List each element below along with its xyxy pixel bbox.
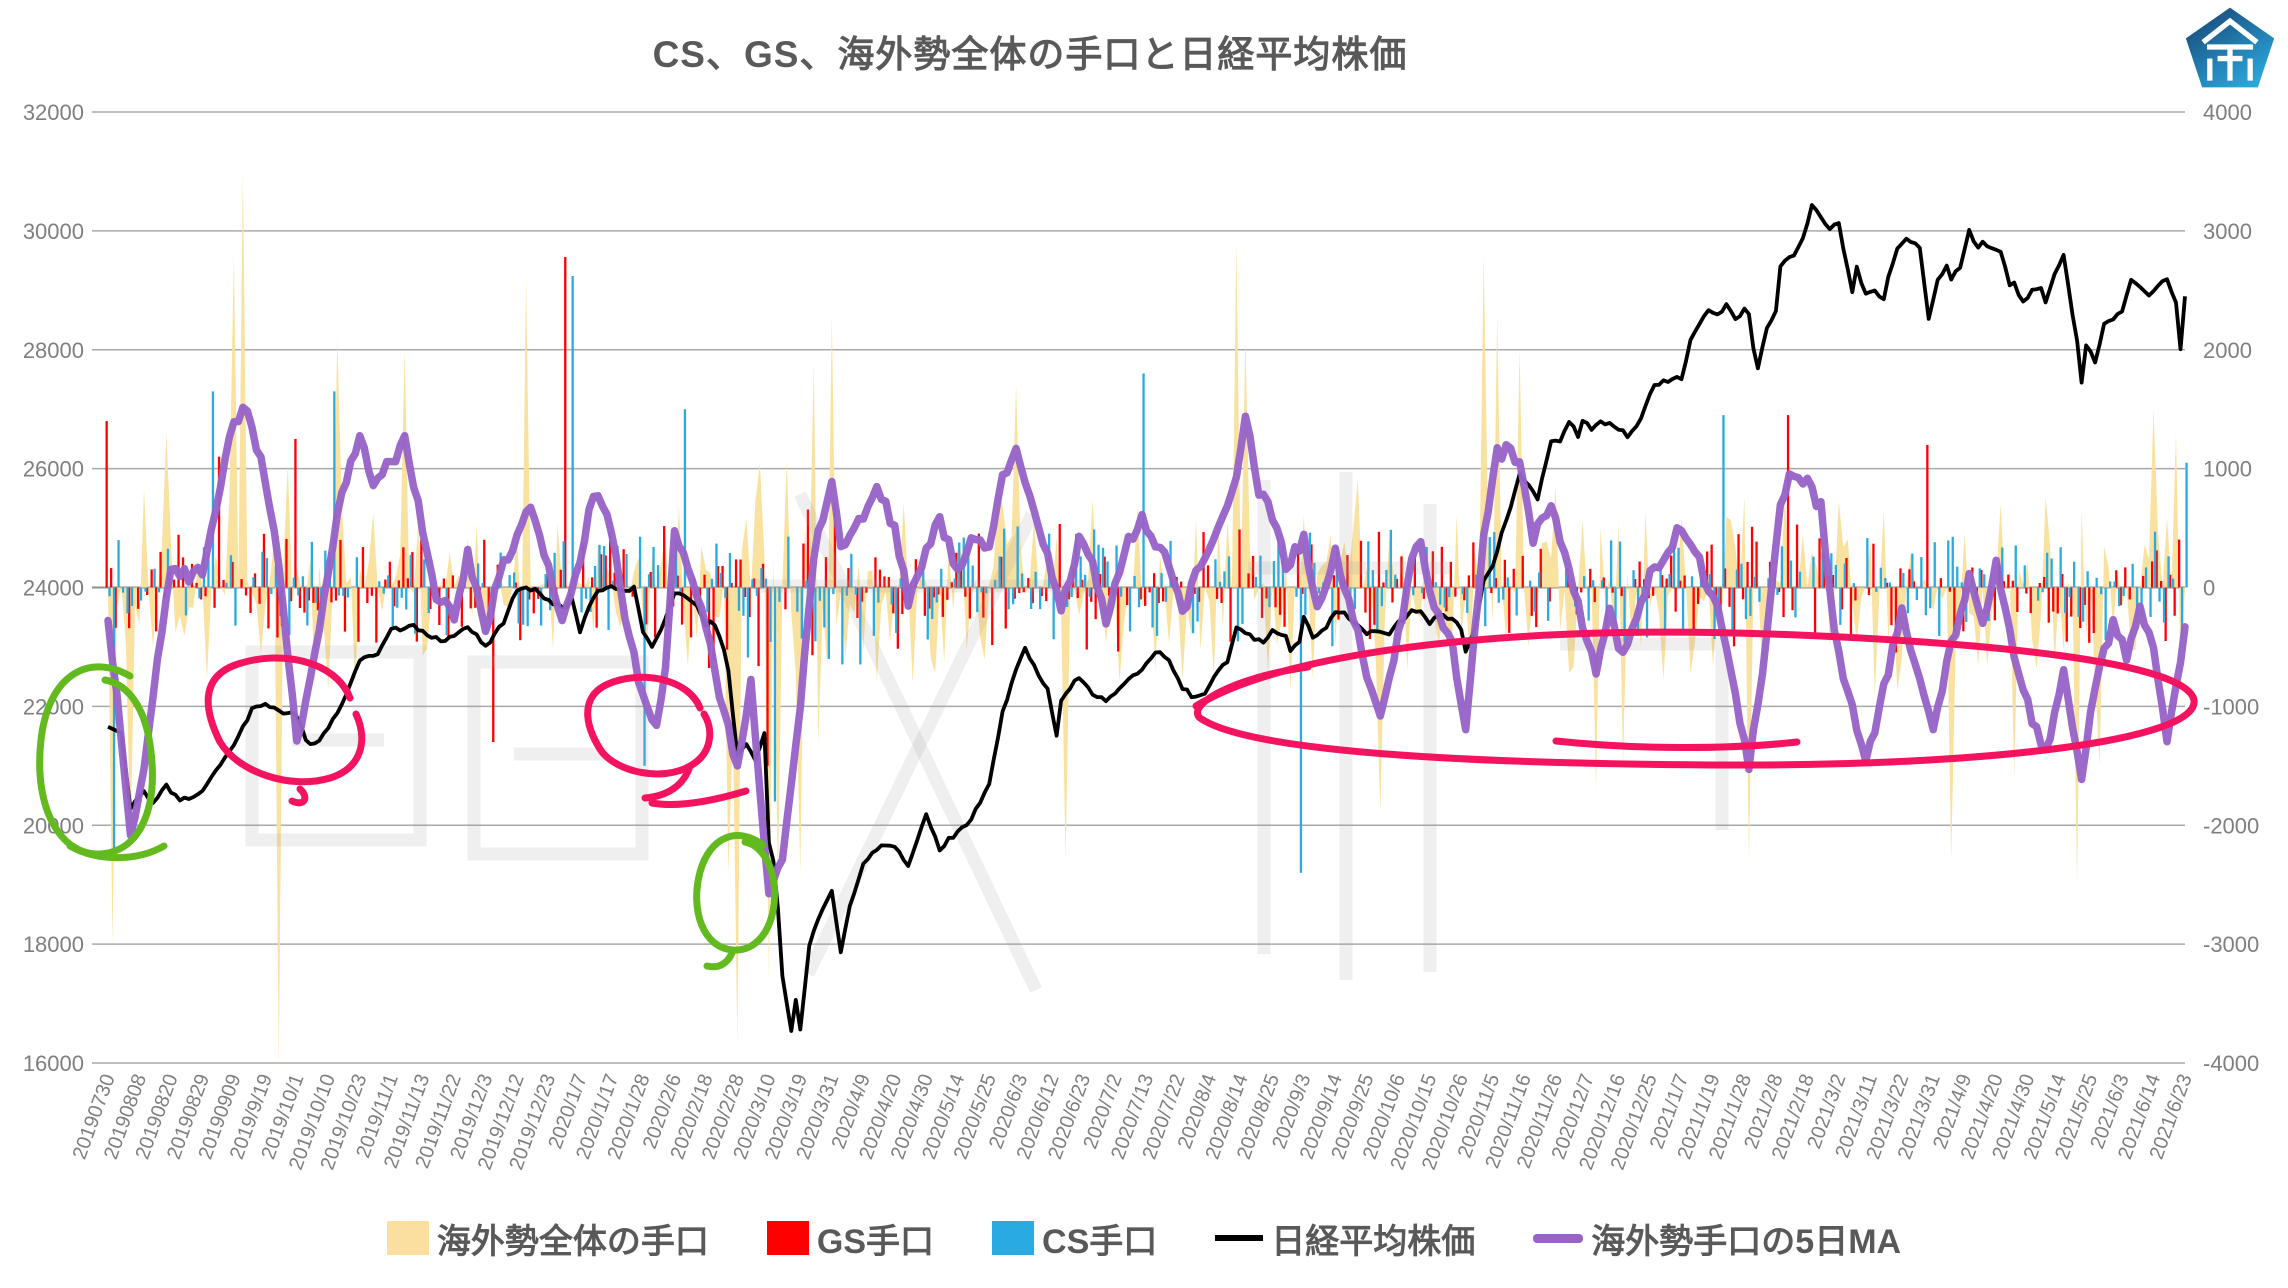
y-tick-right: -2000 [2203, 813, 2259, 838]
legend-label: GS手口 [816, 1222, 935, 1261]
pink-ellipse-2020H2-2021 [1192, 628, 2198, 769]
y-tick-right: -4000 [2203, 1051, 2259, 1076]
y-tick-left: 24000 [23, 576, 84, 601]
legend-item-1: GS手口 [766, 1214, 935, 1263]
legend-item-3: 日経平均株価 [1215, 1214, 1475, 1263]
legend-swatch-line-thick [1533, 1233, 1584, 1243]
y-axis-right: 4000 3000 2000 1000 0 -1000 -2000 -3000 -4000 [2203, 100, 2259, 1076]
pink-underline [1552, 737, 1801, 751]
legend-item-0: 海外勢全体の手口 [386, 1214, 709, 1263]
legend-swatch-line [1215, 1235, 1264, 1241]
y-tick-right: 3000 [2203, 219, 2252, 244]
series-area-foreign-total [108, 171, 2185, 1069]
y-tick-right: 2000 [2203, 338, 2252, 363]
y-tick-left: 28000 [23, 338, 84, 363]
y-tick-left: 30000 [23, 219, 84, 244]
y-axis-left: 3200030000280002600024000220002000018000… [23, 100, 84, 1076]
y-tick-left: 26000 [23, 457, 84, 482]
y-tick-right: -1000 [2203, 694, 2259, 719]
legend-item-2: CS手口 [992, 1214, 1157, 1263]
legend-label: 海外勢全体の手口 [436, 1222, 709, 1261]
legend-item-4: 海外勢手口の5日MA [1533, 1214, 1901, 1263]
legend-swatch-rect [992, 1221, 1035, 1255]
y-tick-right: 1000 [2203, 457, 2252, 482]
y-tick-right: 0 [2203, 576, 2215, 601]
y-tick-left: 16000 [23, 1051, 84, 1076]
series-line-ma5 [104, 403, 2189, 898]
y-tick-left: 18000 [23, 932, 84, 957]
legend-label: 海外勢手口の5日MA [1591, 1222, 1902, 1261]
green-circle-2020-mar-dip [693, 832, 779, 971]
legend-swatch-rect [386, 1221, 429, 1255]
y-tick-left: 32000 [23, 100, 84, 125]
y-tick-right: -3000 [2203, 932, 2259, 957]
green-circle-2019-aug-dip [36, 663, 168, 862]
y-tick-right: 4000 [2203, 100, 2252, 125]
pink-circle-2019-oct-dip [204, 654, 366, 807]
legend-label: CS手口 [1042, 1222, 1158, 1261]
hand-drawn-annotations [36, 628, 2198, 971]
x-axis-labels: 2019073020190808201908202019082920190909… [69, 1071, 2197, 1173]
chart-legend: 海外勢全体の手口 GS手口 CS手口 日経平均株価 海外勢手口の5日MA [0, 1208, 2288, 1268]
series-line-nikkei [107, 203, 2187, 1033]
legend-swatch-rect [766, 1221, 809, 1255]
pink-circle-2020-feb-dip [584, 673, 750, 809]
page-title: CS、GS、海外勢全体の手口と日経平均株価 [652, 34, 1408, 75]
legend-label: 日経平均株価 [1271, 1222, 1476, 1261]
brand-logo-icon [2185, 7, 2275, 88]
